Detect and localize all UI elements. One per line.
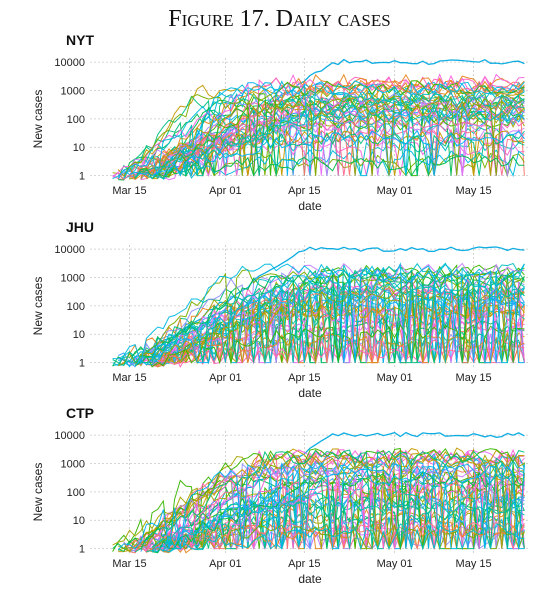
series-line (134, 449, 525, 553)
y-tick-label: 1 (79, 358, 85, 370)
series-line (134, 478, 525, 552)
panel-jhu: JHU 1 10 100 1000 10000 Mar 15 Apr 01 Apr 15 May… (0, 219, 559, 404)
x-tick-label: Apr 15 (288, 558, 320, 570)
series-line (140, 449, 525, 552)
series-line (123, 92, 525, 176)
x-axis-title: date (298, 386, 322, 400)
x-tick-label: May 15 (456, 185, 492, 197)
x-tick-label: Apr 01 (209, 558, 241, 570)
series-line (157, 287, 525, 364)
y-tick-label: 10000 (54, 244, 85, 256)
series-line (146, 523, 525, 554)
y-tick-label: 100 (67, 487, 85, 499)
panel-title: JHU (66, 219, 95, 235)
x-tick-label: Apr 01 (209, 185, 241, 197)
panel-title: NYT (66, 32, 94, 48)
x-tick-label: May 01 (377, 185, 413, 197)
series-line (157, 80, 525, 178)
series-line (151, 305, 525, 367)
x-tick-label: May 15 (456, 558, 492, 570)
y-tick-label: 100 (67, 114, 85, 126)
panel-nyt: NYT 1 10 100 1000 10000 Mar 15 Apr 01 Apr 15 May… (0, 32, 559, 217)
chart-nyt: 1 10 100 1000 10000 Mar 15 Apr 01 Apr 15 May 01 M… (31, 57, 530, 213)
chart-ctp: 1 10 100 1000 10000 Mar 15 Apr 01 Apr 15 May 01 M… (31, 430, 530, 586)
x-tick-label: May 01 (377, 372, 413, 384)
x-tick-label: Apr 15 (288, 185, 320, 197)
y-tick-label: 10 (73, 515, 85, 527)
y-axis-title: New cases (31, 277, 45, 336)
y-tick-label: 1 (79, 544, 85, 556)
series-line (145, 452, 525, 552)
x-tick-label: May 01 (377, 558, 413, 570)
x-tick-label: Mar 15 (112, 185, 146, 197)
series-line (123, 452, 525, 553)
series-line (112, 269, 525, 367)
series-line (134, 155, 525, 180)
panel-ctp: CTP 1 10 100 1000 10000 Mar 15 Apr 01 Apr 15 May… (0, 405, 559, 590)
x-tick-label: Apr 15 (288, 372, 320, 384)
series-line (112, 453, 525, 549)
series-line (112, 262, 525, 365)
series-line (117, 521, 525, 551)
y-tick-label: 1000 (61, 459, 85, 471)
y-tick-label: 1000 (61, 86, 85, 98)
panel-title: CTP (66, 405, 94, 421)
y-tick-label: 10000 (54, 430, 85, 442)
series-line (151, 431, 525, 551)
series-line (129, 283, 525, 363)
series-line (117, 462, 525, 551)
series-line (112, 94, 525, 181)
x-tick-label: Apr 01 (209, 372, 241, 384)
series-line (117, 130, 525, 180)
y-axis-title: New cases (31, 463, 45, 522)
y-axis-title: New cases (31, 90, 45, 149)
series-line (129, 272, 525, 366)
series-line (112, 129, 525, 180)
series-line (134, 266, 525, 366)
series-line (140, 100, 525, 179)
series-line (163, 473, 525, 552)
y-tick-label: 10 (73, 329, 85, 341)
series-line (118, 462, 525, 553)
series-line (118, 303, 525, 367)
series-line (151, 80, 525, 176)
x-tick-label: Mar 15 (112, 372, 146, 384)
series-line (146, 501, 525, 553)
series-line (117, 94, 525, 180)
x-tick-label: May 15 (456, 372, 492, 384)
y-tick-label: 1 (79, 171, 85, 183)
series-line (134, 79, 525, 179)
y-tick-label: 100 (67, 301, 85, 313)
y-tick-label: 10000 (54, 57, 85, 69)
y-tick-label: 10 (73, 142, 85, 154)
x-axis-title: date (298, 199, 322, 213)
series-line (123, 80, 525, 179)
series-line (129, 246, 525, 366)
x-tick-label: Mar 15 (112, 558, 146, 570)
series-line (151, 469, 525, 553)
series-line (157, 330, 525, 366)
y-tick-label: 1000 (61, 273, 85, 285)
chart-jhu: 1 10 100 1000 10000 Mar 15 Apr 01 Apr 15 May 01 M… (31, 244, 530, 400)
series-line (163, 523, 525, 553)
figure-title: Figure 17. Daily cases (168, 6, 391, 32)
series-line (134, 131, 525, 179)
x-axis-title: date (298, 572, 322, 586)
